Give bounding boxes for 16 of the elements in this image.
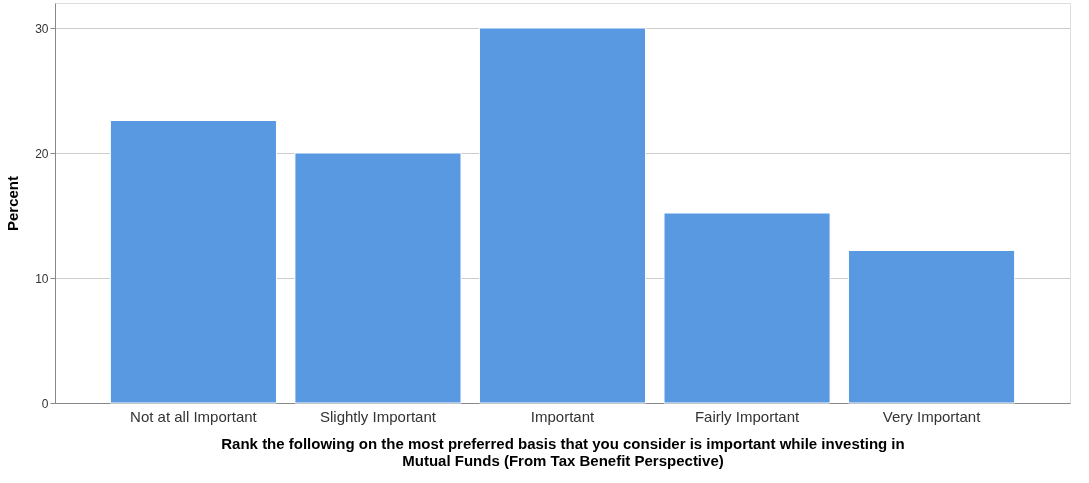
y-tick-label: 10 <box>35 271 49 286</box>
x-tick-label: Fairly Important <box>694 407 800 425</box>
y-tick-label: 30 <box>35 21 49 36</box>
x-tick-label: Important <box>530 407 596 425</box>
x-tick-label: Slightly Important <box>320 407 437 425</box>
bar <box>663 212 831 404</box>
x-axis-title: Rank the following on the most preferred basis that you consider is important while investing in Mutual Funds (From Tax Benefit Perspective) <box>221 434 905 469</box>
x-tick-label: Not at all Important <box>130 407 258 425</box>
bar <box>294 152 462 404</box>
y-tick-label: 20 <box>35 146 49 161</box>
bar <box>478 27 647 404</box>
bar <box>848 250 1016 404</box>
y-tick-label: 0 <box>41 396 49 411</box>
y-axis-title: Percent <box>4 175 22 232</box>
bar <box>109 120 277 404</box>
x-tick-label: Very Important <box>882 407 982 425</box>
